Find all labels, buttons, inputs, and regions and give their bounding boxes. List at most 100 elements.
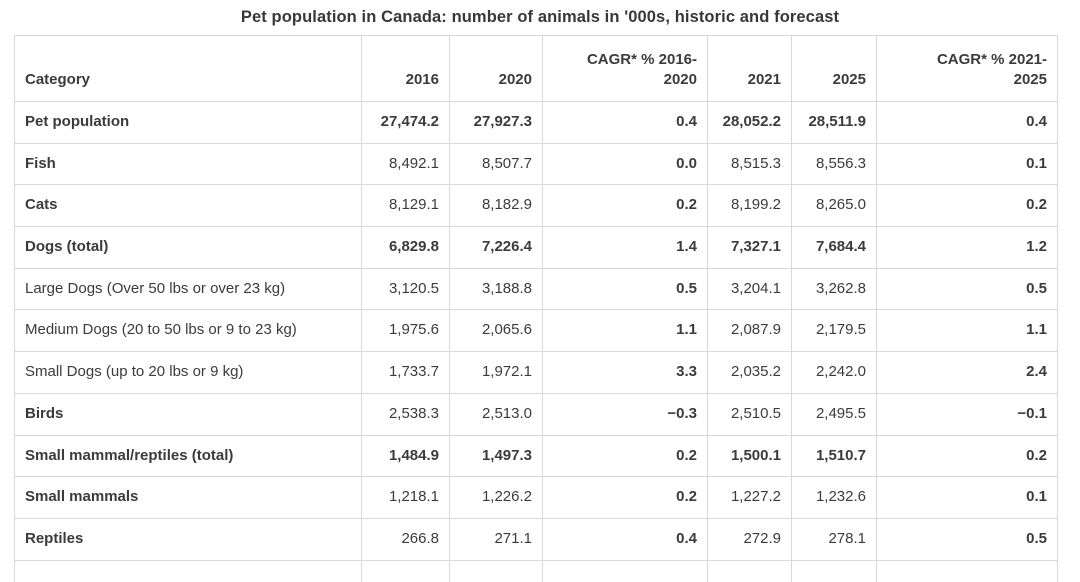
table-row: Pet population 27,474.2 27,927.3 0.4 28,052.… [14,101,1058,144]
table-header: Category 2016 2020 CAGR* % 2016- 2020 20… [14,35,1058,102]
value-cell [707,559,792,582]
value-cell: 8,515.3 [707,142,792,186]
table-row: Medium Dogs (20 to 50 lbs or 9 to 23 kg)… [14,309,1058,353]
table-body-overflow [14,559,1058,582]
value-cell: 3.3 [542,351,708,394]
value-cell: 8,507.7 [449,142,543,186]
category-cell: Medium Dogs (20 to 50 lbs or 9 to 23 kg) [14,309,362,353]
value-cell: 1,500.1 [707,434,792,478]
column-header-cagr-2016-2020: CAGR* % 2016- 2020 [542,35,708,102]
column-header-category: Category [14,35,362,102]
table-row: Dogs (total) 6,829.8 7,226.4 1.4 7,327.1 7,68… [14,226,1058,269]
value-cell: 3,188.8 [449,267,543,311]
value-cell: 8,199.2 [707,184,792,228]
value-cell: 8,182.9 [449,184,543,228]
column-header-cagr-2021-2025: CAGR* % 2021- 2025 [876,35,1058,102]
category-cell: Small Dogs (up to 20 lbs or 9 kg) [14,351,362,394]
header-row: Category 2016 2020 CAGR* % 2016- 2020 20… [14,35,1058,102]
column-header-2020: 2020 [449,35,543,102]
table-row: Small mammals 1,218.1 1,226.2 0.2 1,227.2 1,2… [14,476,1058,519]
table-row-partial [14,559,1058,582]
value-cell: 1,218.1 [361,476,450,519]
category-cell: Dogs (total) [14,226,362,269]
table-row: Small mammal/reptiles (total) 1,484.9 1,49… [14,434,1058,478]
value-cell: 2,065.6 [449,309,543,353]
category-cell: Reptiles [14,517,362,561]
value-cell: 1,227.2 [707,476,792,519]
table-row: Fish 8,492.1 8,507.7 0.0 8,515.3 8,556.3 0.1 [14,142,1058,186]
value-cell [791,559,877,582]
value-cell: 1.1 [876,309,1058,353]
value-cell: 0.5 [876,517,1058,561]
value-cell: 1,733.7 [361,351,450,394]
value-cell: 8,556.3 [791,142,877,186]
value-cell: 1,975.6 [361,309,450,353]
value-cell: 0.2 [876,184,1058,228]
value-cell: 7,226.4 [449,226,543,269]
value-cell: 0.0 [542,142,708,186]
category-cell: Large Dogs (Over 50 lbs or over 23 kg) [14,267,362,311]
value-cell: 2,538.3 [361,392,450,436]
category-cell: Cats [14,184,362,228]
value-cell: 8,129.1 [361,184,450,228]
value-cell: 2,510.5 [707,392,792,436]
value-cell: 1.1 [542,309,708,353]
table-row: Small Dogs (up to 20 lbs or 9 kg) 1,733.7… [14,351,1058,394]
value-cell: 1,972.1 [449,351,543,394]
value-cell: 2,513.0 [449,392,543,436]
value-cell: 1,484.9 [361,434,450,478]
value-cell: 0.2 [542,184,708,228]
category-cell: Pet population [14,101,362,144]
value-cell: 3,204.1 [707,267,792,311]
value-cell: 1.2 [876,226,1058,269]
value-cell [542,559,708,582]
value-cell: 6,829.8 [361,226,450,269]
value-cell: 0.2 [876,434,1058,478]
value-cell: 2,242.0 [791,351,877,394]
value-cell [449,559,543,582]
value-cell: 8,492.1 [361,142,450,186]
value-cell: 266.8 [361,517,450,561]
value-cell: 7,327.1 [707,226,792,269]
value-cell: 8,265.0 [791,184,877,228]
table-row: Cats 8,129.1 8,182.9 0.2 8,199.2 8,265.0 0.2 [14,184,1058,228]
value-cell: 1,497.3 [449,434,543,478]
column-header-2025: 2025 [791,35,877,102]
value-cell: 0.1 [876,142,1058,186]
value-cell: 2.4 [876,351,1058,394]
category-cell: Small mammals [14,476,362,519]
value-cell: 1,226.2 [449,476,543,519]
table-row: Birds 2,538.3 2,513.0 −0.3 2,510.5 2,495.5 −0.… [14,392,1058,436]
value-cell: 0.2 [542,434,708,478]
category-cell [14,559,362,582]
value-cell: 0.4 [876,101,1058,144]
page-title: Pet population in Canada: number of anim… [240,8,840,26]
category-cell: Small mammal/reptiles (total) [14,434,362,478]
category-cell: Birds [14,392,362,436]
value-cell: 7,684.4 [791,226,877,269]
value-cell: 0.2 [542,476,708,519]
table-row: Large Dogs (Over 50 lbs or over 23 kg) 3,… [14,267,1058,311]
value-cell: 0.1 [876,476,1058,519]
value-cell: 1,510.7 [791,434,877,478]
value-cell: −0.3 [542,392,708,436]
value-cell: 2,035.2 [707,351,792,394]
value-cell: 27,927.3 [449,101,543,144]
value-cell: 3,120.5 [361,267,450,311]
value-cell [876,559,1058,582]
value-cell: 2,495.5 [791,392,877,436]
column-header-2021: 2021 [707,35,792,102]
value-cell: 0.4 [542,101,708,144]
value-cell: 0.4 [542,517,708,561]
value-cell: 2,179.5 [791,309,877,353]
value-cell [361,559,450,582]
table-row: Reptiles 266.8 271.1 0.4 272.9 278.1 0.5 [14,517,1058,561]
table-body: Pet population 27,474.2 27,927.3 0.4 28,052.… [14,101,1058,561]
value-cell: 271.1 [449,517,543,561]
column-header-2016: 2016 [361,35,450,102]
value-cell: 1,232.6 [791,476,877,519]
value-cell: 3,262.8 [791,267,877,311]
value-cell: 0.5 [876,267,1058,311]
value-cell: −0.1 [876,392,1058,436]
value-cell: 278.1 [791,517,877,561]
